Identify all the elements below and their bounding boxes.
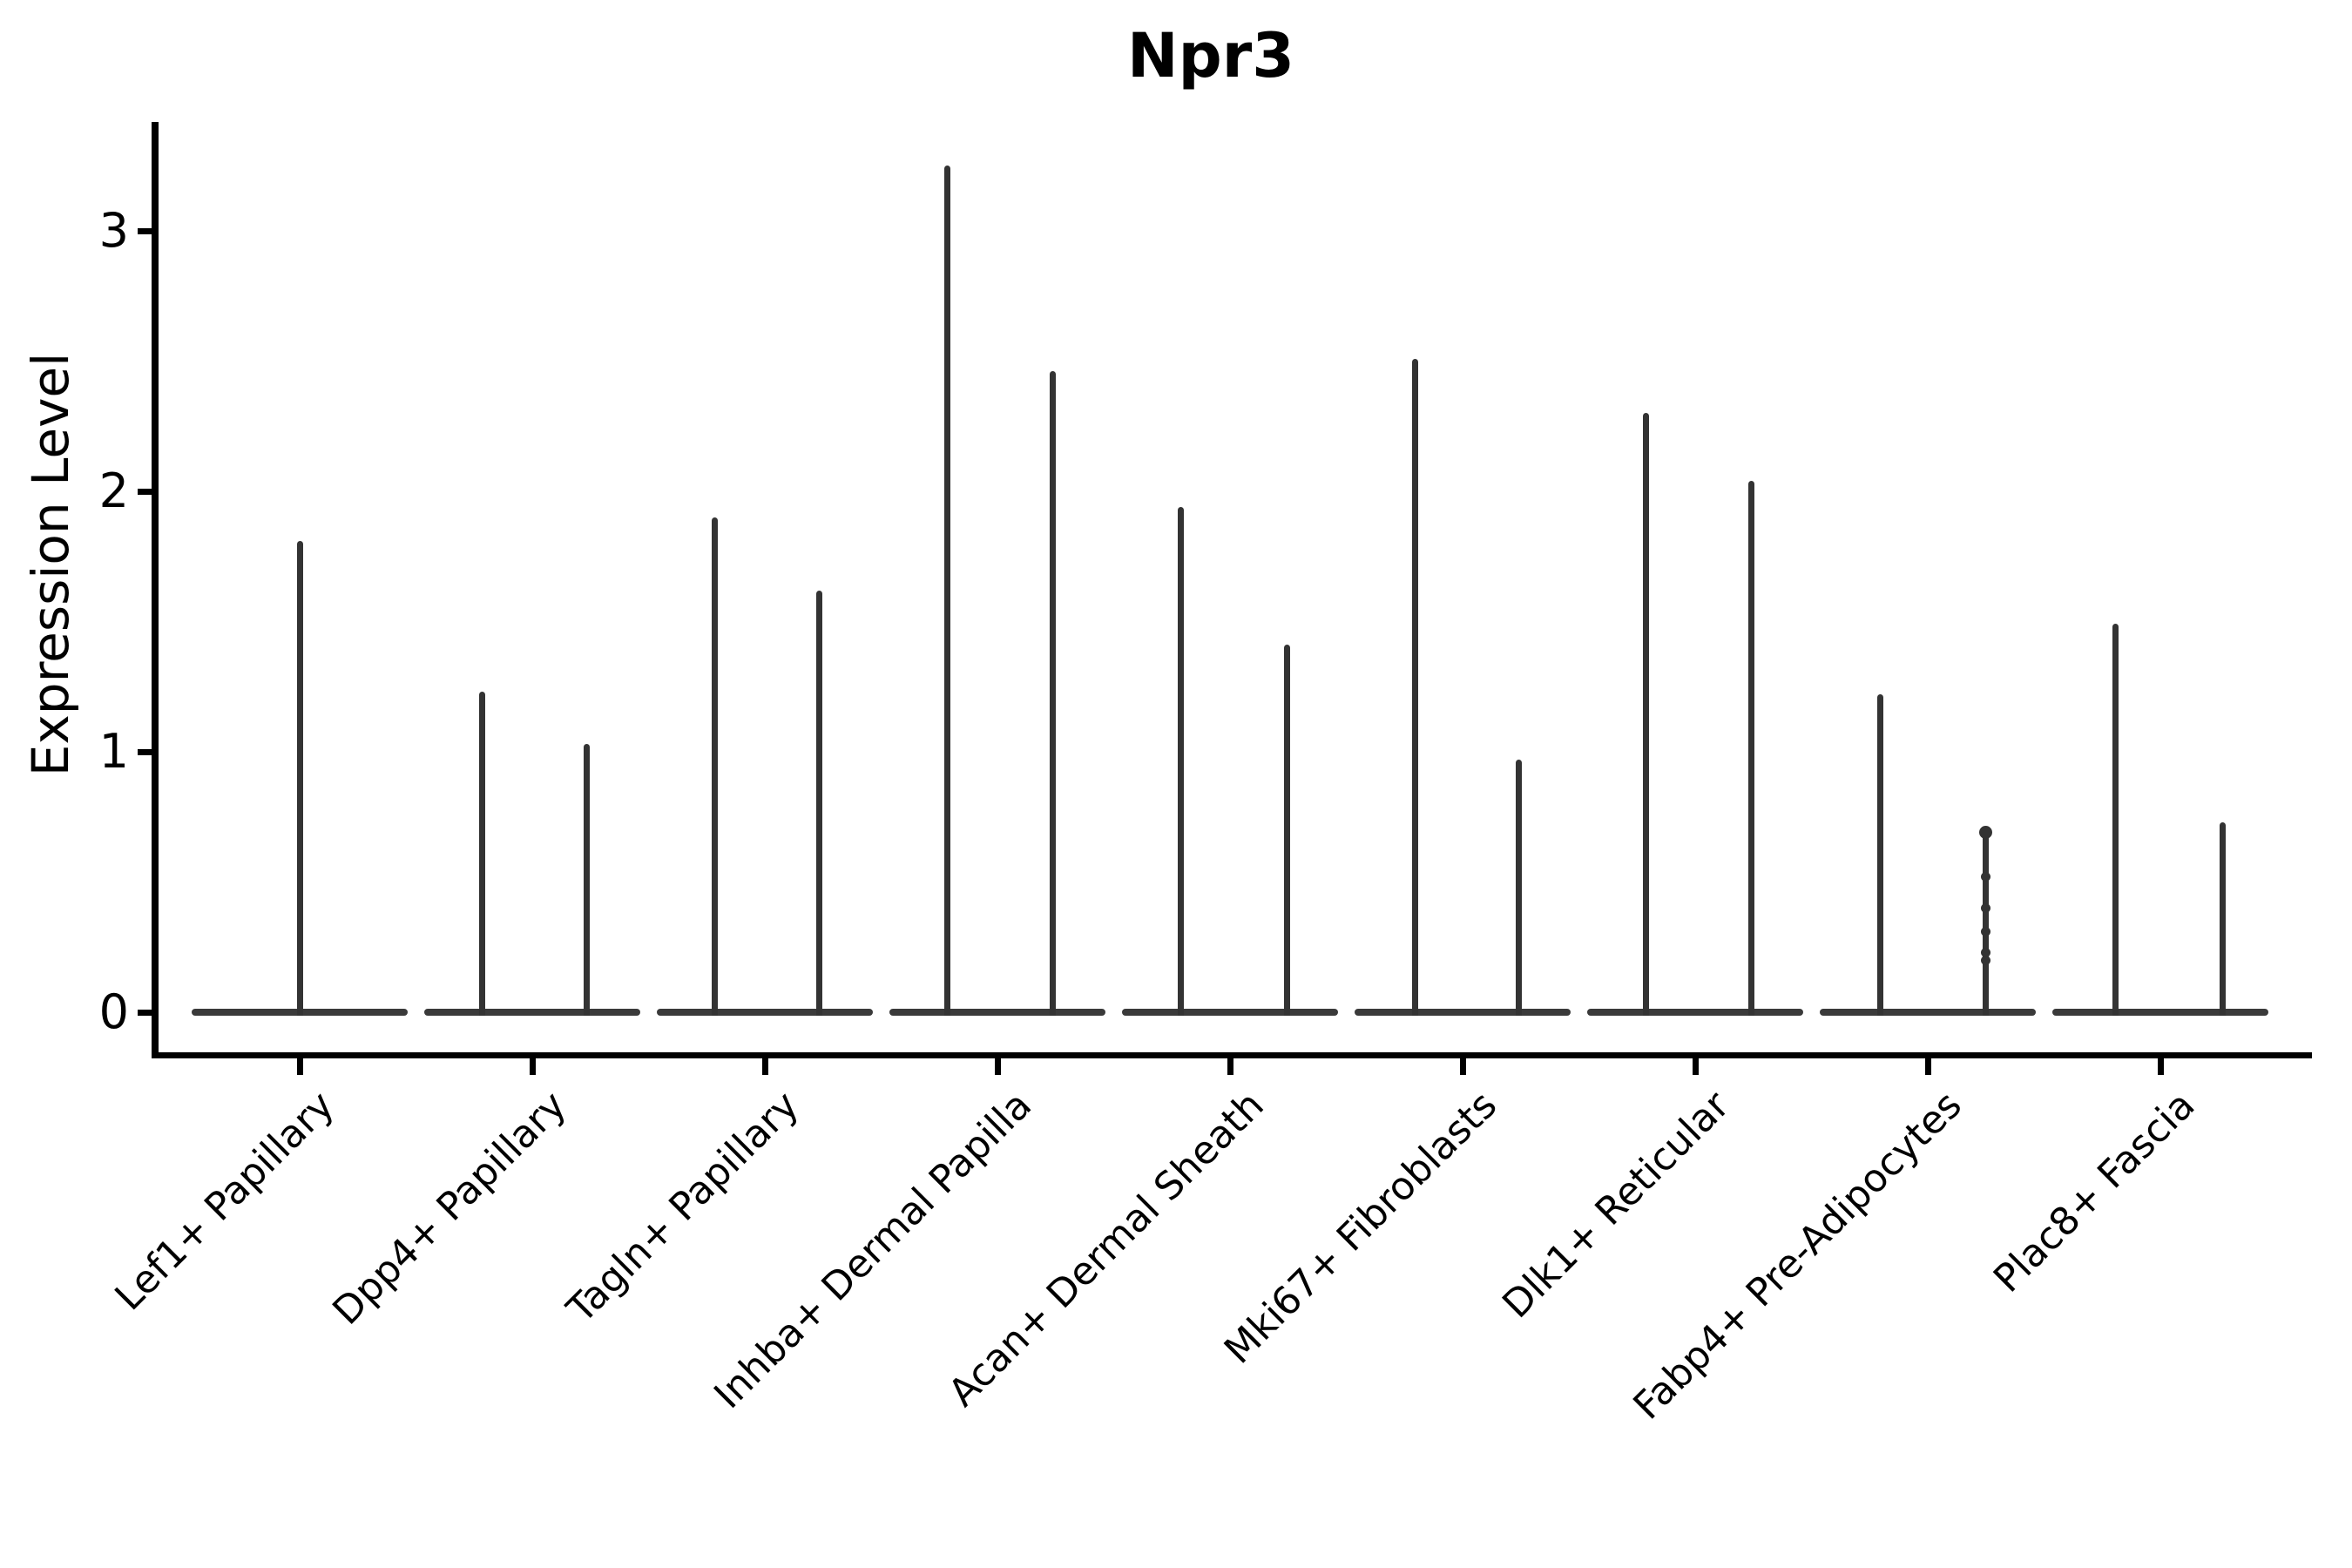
violin-baseline [424, 1009, 640, 1016]
x-tick-mark [761, 1058, 768, 1075]
x-tick-label: Dpp4+ Papillary [324, 1083, 576, 1334]
y-tick-label: 3 [98, 203, 129, 258]
violin-spike [1049, 371, 1056, 1016]
x-tick-mark [296, 1058, 303, 1075]
y-tick-mark [138, 748, 153, 755]
expression-point [1980, 955, 1990, 965]
violin-spike [583, 744, 590, 1016]
violin-spike [478, 692, 485, 1016]
y-tick-label: 2 [98, 463, 129, 518]
x-tick-label: Plac8+ Fascia [1984, 1083, 2204, 1301]
y-tick-mark [138, 1009, 153, 1016]
violin-spike [296, 540, 303, 1016]
x-tick-mark [994, 1058, 1001, 1075]
violin-spike [2219, 821, 2226, 1016]
violin-spike [815, 590, 822, 1016]
x-tick-label: Lef1+ Papillary [106, 1083, 343, 1320]
violin-baseline [1587, 1009, 1803, 1016]
y-axis-spine [152, 122, 159, 1058]
x-tick-mark [1924, 1058, 1931, 1075]
violin-baseline [657, 1009, 873, 1016]
expression-point [1980, 947, 1990, 957]
x-tick-mark [529, 1058, 536, 1075]
violin-spike [1411, 358, 1418, 1016]
x-tick-mark [1459, 1058, 1466, 1075]
x-tick-label: Mki67+ Fibroblasts [1215, 1083, 1506, 1373]
y-tick-label: 0 [98, 984, 129, 1039]
violin-baseline [1820, 1009, 2036, 1016]
violin-spike [1642, 413, 1649, 1016]
y-tick-mark [138, 488, 153, 495]
x-tick-mark [2157, 1058, 2164, 1075]
expression-point [1980, 872, 1990, 882]
x-tick-label: Tagln+ Papillary [558, 1083, 808, 1332]
violin-baseline [1122, 1009, 1338, 1016]
violin-spike [1283, 645, 1290, 1016]
violin-baseline [889, 1009, 1105, 1016]
violin-spike [1982, 829, 1989, 1016]
y-tick-mark [138, 227, 153, 234]
y-tick-label: 1 [98, 724, 129, 779]
violin-spike [1876, 694, 1883, 1016]
expression-point [1978, 826, 1992, 840]
violin-baseline [1355, 1009, 1571, 1016]
violin-spike [1177, 506, 1184, 1016]
x-axis-spine [152, 1052, 2312, 1058]
violin-spike [2112, 624, 2119, 1016]
chart-title: Npr3 [1127, 20, 1294, 91]
expression-point [1980, 902, 1990, 913]
x-tick-label: Dlk1+ Reticular [1494, 1083, 1739, 1328]
violin-spike [943, 166, 950, 1016]
violin-spike [1515, 759, 1522, 1016]
violin-spike [711, 517, 718, 1016]
x-tick-mark [1227, 1058, 1233, 1075]
x-tick-mark [1692, 1058, 1699, 1075]
expression-point [1980, 926, 1990, 936]
violin-spike [1747, 481, 1754, 1016]
violin-baseline [2052, 1009, 2268, 1016]
y-axis-label: Expression Level [21, 352, 80, 777]
